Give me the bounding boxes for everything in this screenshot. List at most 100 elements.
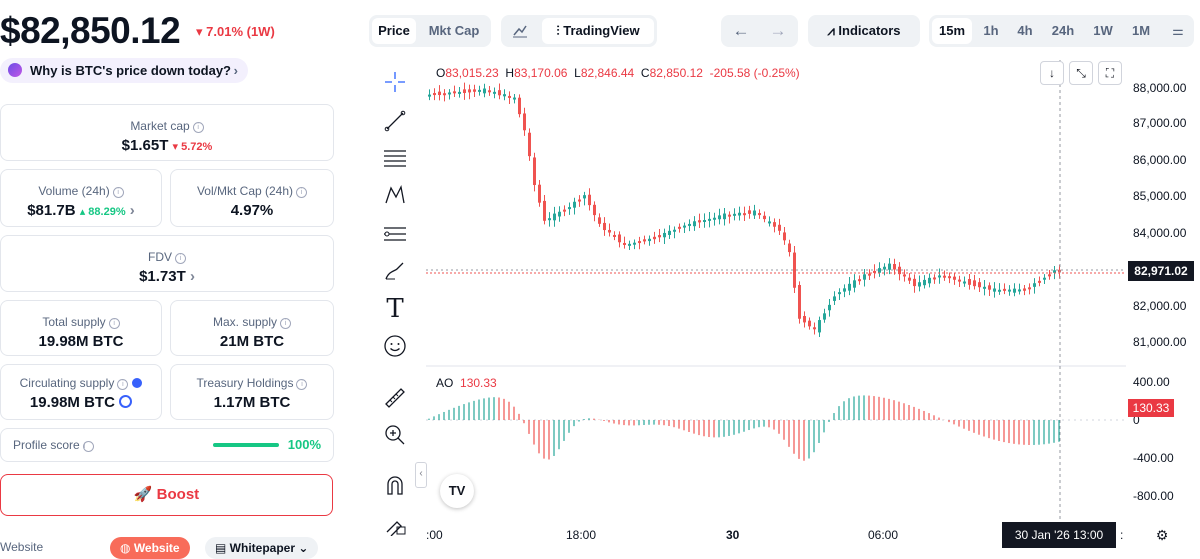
- line-chart-button[interactable]: [504, 18, 536, 44]
- candle-body: [713, 218, 716, 220]
- price-chart-canvas[interactable]: [426, 60, 1126, 520]
- candle-body: [838, 292, 841, 294]
- volume-value: $81.7B: [27, 202, 75, 219]
- interval-24h[interactable]: 24h: [1045, 18, 1081, 44]
- ao-legend: AO 130.33: [436, 376, 497, 390]
- interval-selector: 15m 1h 4h 24h 1W 1M ⚌: [929, 15, 1194, 47]
- candle-body: [933, 277, 936, 279]
- candle-body: [1053, 270, 1056, 273]
- info-icon[interactable]: i: [83, 441, 94, 452]
- x-axis-label: :00: [426, 528, 443, 542]
- tradingview-logo[interactable]: TV: [440, 474, 474, 508]
- y-axis-label: 82,000.00: [1133, 299, 1186, 313]
- info-icon[interactable]: i: [296, 379, 307, 390]
- vol-mkt-card: Vol/Mkt Cap (24h) i 4.97%: [170, 169, 334, 227]
- interval-1m[interactable]: 1M: [1123, 18, 1159, 44]
- candle-body: [603, 223, 606, 230]
- ruler-tool-icon[interactable]: [380, 383, 410, 413]
- candle-body: [983, 287, 986, 289]
- prediction-tool-icon[interactable]: [380, 219, 410, 249]
- candle-body: [663, 233, 666, 237]
- candle-body: [973, 280, 976, 286]
- tab-mkt-cap[interactable]: Mkt Cap: [421, 18, 487, 44]
- treasury-label: Treasury Holdings: [197, 376, 294, 390]
- boost-button[interactable]: 🚀 Boost: [0, 474, 333, 516]
- emoji-tool-icon[interactable]: [380, 331, 410, 361]
- fdv-card[interactable]: FDV i $1.73T ›: [0, 235, 334, 292]
- interval-4h[interactable]: 4h: [1009, 18, 1041, 44]
- market-cap-value: $1.65T: [122, 137, 169, 154]
- redo-arrow-icon[interactable]: →: [761, 18, 795, 44]
- candle-body: [453, 91, 456, 93]
- candle-body: [803, 316, 806, 322]
- crosshair-tool-icon[interactable]: [380, 67, 410, 97]
- undo-arrow-icon[interactable]: ←: [724, 18, 758, 44]
- why-label: Why is BTC's price down today?: [30, 58, 231, 83]
- undo-redo-group: ← →: [721, 15, 798, 47]
- why-price-down-link[interactable]: Why is BTC's price down today? ›: [0, 58, 248, 83]
- candle-body: [893, 264, 896, 269]
- candle-body: [698, 220, 701, 222]
- candle-body: [498, 90, 501, 95]
- website-link[interactable]: ◍ Website: [110, 537, 190, 559]
- collapse-icon[interactable]: ⤡: [1069, 61, 1093, 85]
- indicators-group: ⩘ Indicators: [808, 15, 920, 47]
- gear-icon[interactable]: ⚙: [1154, 527, 1170, 543]
- treasury-value: 1.17M BTC: [171, 394, 333, 411]
- y-axis-label: 88,000.00: [1133, 81, 1186, 95]
- info-icon[interactable]: i: [113, 187, 124, 198]
- chevron-down-icon: ⌄: [298, 541, 308, 555]
- magnet-icon[interactable]: [380, 471, 410, 501]
- text-tool-icon[interactable]: T: [380, 294, 410, 324]
- info-icon[interactable]: i: [193, 122, 204, 133]
- chart-settings-icon[interactable]: ⚌: [1165, 18, 1191, 44]
- candle-body: [533, 157, 536, 185]
- ao-value-tag: 130.33: [1128, 399, 1174, 417]
- fib-retracement-tool-icon[interactable]: [380, 143, 410, 173]
- interval-1w[interactable]: 1W: [1085, 18, 1121, 44]
- indicators-button[interactable]: ⩘ Indicators: [811, 18, 917, 44]
- interval-1h[interactable]: 1h: [975, 18, 1007, 44]
- chevron-right-icon: ›: [234, 58, 238, 83]
- vol-mkt-label: Vol/Mkt Cap (24h): [197, 184, 293, 198]
- ai-sparkle-icon: [8, 63, 22, 77]
- brush-tool-icon[interactable]: [380, 256, 410, 286]
- lock-drawings-icon[interactable]: [380, 509, 410, 539]
- market-cap-card: Market cap i $1.65T ▾ 5.72%: [0, 104, 334, 161]
- candle-body: [808, 321, 811, 327]
- candle-body: [783, 232, 786, 240]
- ao-axis-label: 400.00: [1133, 375, 1170, 389]
- last-price-tag: 82,971.02: [1128, 261, 1194, 281]
- tab-price[interactable]: Price: [372, 18, 416, 44]
- info-icon[interactable]: i: [117, 379, 128, 390]
- volume-card[interactable]: Volume (24h) i $81.7B ▴ 88.29% ›: [0, 169, 162, 227]
- candle-body: [833, 296, 836, 301]
- volume-change: ▴ 88.29%: [80, 206, 126, 218]
- candle-body: [613, 235, 616, 237]
- candle-body: [643, 239, 646, 241]
- arrow-down-icon[interactable]: ↓: [1040, 61, 1064, 85]
- candle-body: [593, 205, 596, 215]
- candle-body: [513, 98, 516, 100]
- market-cap-label: Market cap: [130, 119, 189, 133]
- info-icon[interactable]: i: [280, 318, 291, 329]
- candle-body: [528, 133, 531, 156]
- whitepaper-link[interactable]: ▤ Whitepaper ⌄: [205, 537, 318, 559]
- tradingview-button[interactable]: ⫶ TradingView: [542, 18, 654, 44]
- fullscreen-icon[interactable]: ⛶: [1098, 61, 1122, 85]
- indicators-icon: ⩘: [827, 23, 838, 38]
- candle-body: [718, 215, 721, 219]
- candle-body: [518, 98, 521, 114]
- candle-body: [558, 212, 561, 217]
- chevron-right-icon: ›: [130, 202, 135, 219]
- interval-15m[interactable]: 15m: [932, 18, 972, 44]
- trend-line-tool-icon[interactable]: [380, 106, 410, 136]
- info-icon[interactable]: i: [109, 318, 120, 329]
- zoom-in-icon[interactable]: [380, 420, 410, 450]
- pattern-tool-icon[interactable]: [380, 180, 410, 210]
- info-icon[interactable]: i: [175, 253, 186, 264]
- info-icon[interactable]: i: [296, 187, 307, 198]
- whitepaper-label: Whitepaper: [230, 541, 295, 555]
- candle-body: [583, 195, 586, 198]
- candle-body: [888, 264, 891, 270]
